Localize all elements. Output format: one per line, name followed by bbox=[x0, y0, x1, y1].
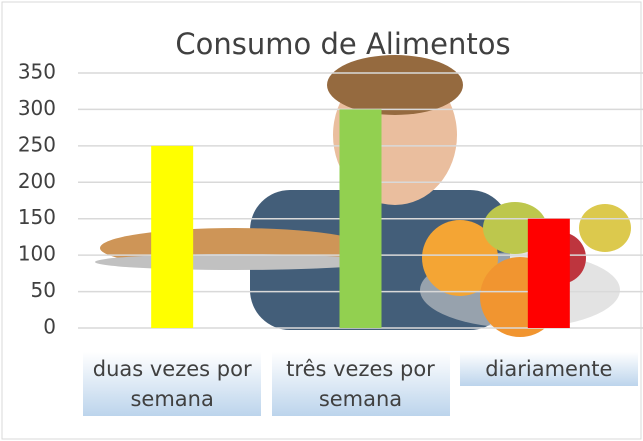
x-tick-label: duas vezes por semana bbox=[83, 352, 261, 416]
y-tick-label: 0 bbox=[43, 315, 56, 339]
y-tick-label: 350 bbox=[18, 60, 56, 84]
y-tick-label: 100 bbox=[18, 242, 56, 266]
bar bbox=[340, 109, 382, 328]
plate bbox=[95, 254, 375, 270]
chart-title: Consumo de Alimentos bbox=[175, 27, 510, 61]
y-tick-label: 50 bbox=[31, 278, 56, 302]
boy-hair bbox=[327, 55, 463, 115]
bar bbox=[151, 146, 193, 328]
pear bbox=[579, 204, 631, 252]
bar bbox=[528, 219, 570, 328]
x-tick-label: diariamente bbox=[460, 352, 638, 386]
y-tick-label: 200 bbox=[18, 169, 56, 193]
y-tick-label: 250 bbox=[18, 132, 56, 156]
x-tick-label: três vezes por semana bbox=[272, 352, 450, 416]
y-tick-label: 300 bbox=[18, 96, 56, 120]
y-tick-label: 150 bbox=[18, 205, 56, 229]
chart-container: Consumo de Alimentos 0 50 100 150 200 250 300 3… bbox=[0, 0, 643, 441]
